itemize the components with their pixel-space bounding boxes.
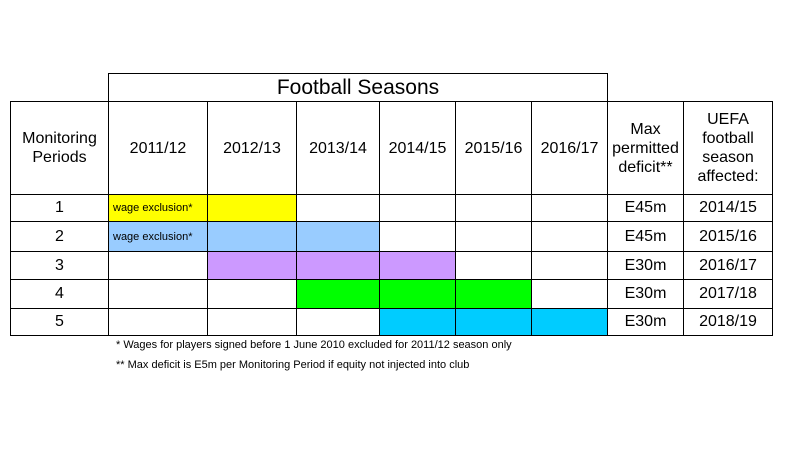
header-season-2011-12: 2011/12	[108, 101, 208, 195]
header-season-2016-17: 2016/17	[531, 101, 608, 195]
row-1-season-cell	[296, 194, 380, 222]
header-season-2013-14-text: 2013/14	[309, 139, 367, 157]
row-1-max-deficit: E45m	[607, 194, 684, 222]
row-1-season-cell	[455, 194, 532, 222]
header-max-deficit-text: Max permitted deficit**	[612, 120, 679, 176]
header-monitoring-periods: Monitoring Periods	[10, 101, 109, 195]
row-period-3: 3	[10, 251, 109, 280]
row-2-max-deficit: E45m	[607, 221, 684, 252]
row-period-2: 2	[10, 221, 109, 252]
header-season-2011-12-text: 2011/12	[129, 139, 187, 157]
row-period-2-text: 2	[55, 227, 64, 245]
row-2-season-cell	[207, 221, 297, 252]
row-1-uefa-season: 2014/15	[683, 194, 773, 222]
row-5-season-cell	[108, 308, 208, 336]
row-1-uefa-season-text: 2014/15	[699, 199, 757, 216]
header-uefa-season-text: UEFA football season affected:	[697, 111, 759, 185]
row-2-season-cell: wage exclusion*	[108, 221, 208, 252]
row-3-uefa-season: 2016/17	[683, 251, 773, 280]
row-3-max-deficit: E30m	[607, 251, 684, 280]
footnote-wages: * Wages for players signed before 1 June…	[116, 339, 512, 351]
row-3-season-cell	[207, 251, 297, 280]
row-3-season-cell	[455, 251, 532, 280]
row-1-season-cell: wage exclusion*	[108, 194, 208, 222]
row-3-season-cell	[379, 251, 456, 280]
row-2-season-cell	[379, 221, 456, 252]
header-monitoring-periods-text: Monitoring Periods	[22, 130, 97, 166]
row-period-5-text: 5	[55, 313, 64, 330]
row-period-1-text: 1	[55, 199, 64, 216]
header-season-2016-17-text: 2016/17	[540, 139, 599, 157]
row-4-season-cell	[531, 279, 608, 309]
table-title: Football Seasons	[108, 73, 608, 102]
row-2-season-cell	[455, 221, 532, 252]
header-season-2014-15: 2014/15	[379, 101, 456, 195]
row-5-season-cell	[455, 308, 532, 336]
row-3-season-cell	[531, 251, 608, 280]
row-5-uefa-season: 2018/19	[683, 308, 773, 336]
row-4-season-cell	[207, 279, 297, 309]
row-2-uefa-season-text: 2015/16	[699, 227, 757, 245]
footnote-max-deficit: ** Max deficit is E5m per Monitoring Per…	[116, 359, 470, 371]
row-2-season-cell	[531, 221, 608, 252]
header-uefa-season: UEFA football season affected:	[683, 101, 773, 195]
row-3-season-cell	[108, 251, 208, 280]
row-5-season-cell	[379, 308, 456, 336]
row-period-5: 5	[10, 308, 109, 336]
row-4-uefa-season-text: 2017/18	[699, 285, 757, 302]
row-period-4-text: 4	[55, 285, 64, 302]
row-4-uefa-season: 2017/18	[683, 279, 773, 309]
row-5-max-deficit-text: E30m	[624, 313, 667, 330]
row-4-season-cell	[108, 279, 208, 309]
row-4-season-cell	[379, 279, 456, 309]
row-2-max-deficit-text: E45m	[624, 227, 667, 245]
row-4-season-cell	[455, 279, 532, 309]
header-season-2012-13-text: 2012/13	[223, 139, 281, 157]
header-season-2012-13: 2012/13	[207, 101, 297, 195]
row-period-1: 1	[10, 194, 109, 222]
row-1-max-deficit-text: E45m	[624, 199, 667, 216]
row-3-season-cell	[296, 251, 380, 280]
row-1-season-cell	[531, 194, 608, 222]
row-5-season-cell	[531, 308, 608, 336]
row-4-max-deficit-text: E30m	[624, 285, 667, 302]
row-4-season-cell	[296, 279, 380, 309]
row-3-max-deficit-text: E30m	[624, 256, 667, 274]
row-period-4: 4	[10, 279, 109, 309]
wage-exclusion-label: wage exclusion*	[113, 202, 193, 214]
row-1-season-cell	[379, 194, 456, 222]
row-5-max-deficit: E30m	[607, 308, 684, 336]
row-5-season-cell	[296, 308, 380, 336]
row-2-season-cell	[296, 221, 380, 252]
row-5-uefa-season-text: 2018/19	[699, 313, 757, 330]
header-season-2015-16: 2015/16	[455, 101, 532, 195]
header-season-2013-14: 2013/14	[296, 101, 380, 195]
row-5-season-cell	[207, 308, 297, 336]
table-title-text: Football Seasons	[276, 75, 440, 99]
row-1-season-cell	[207, 194, 297, 222]
wage-exclusion-label: wage exclusion*	[113, 230, 193, 243]
row-2-uefa-season: 2015/16	[683, 221, 773, 252]
header-season-2015-16-text: 2015/16	[464, 139, 523, 157]
header-season-2014-15-text: 2014/15	[388, 139, 447, 157]
row-3-uefa-season-text: 2016/17	[699, 256, 757, 274]
row-period-3-text: 3	[55, 256, 64, 274]
header-max-deficit: Max permitted deficit**	[607, 101, 684, 195]
row-4-max-deficit: E30m	[607, 279, 684, 309]
